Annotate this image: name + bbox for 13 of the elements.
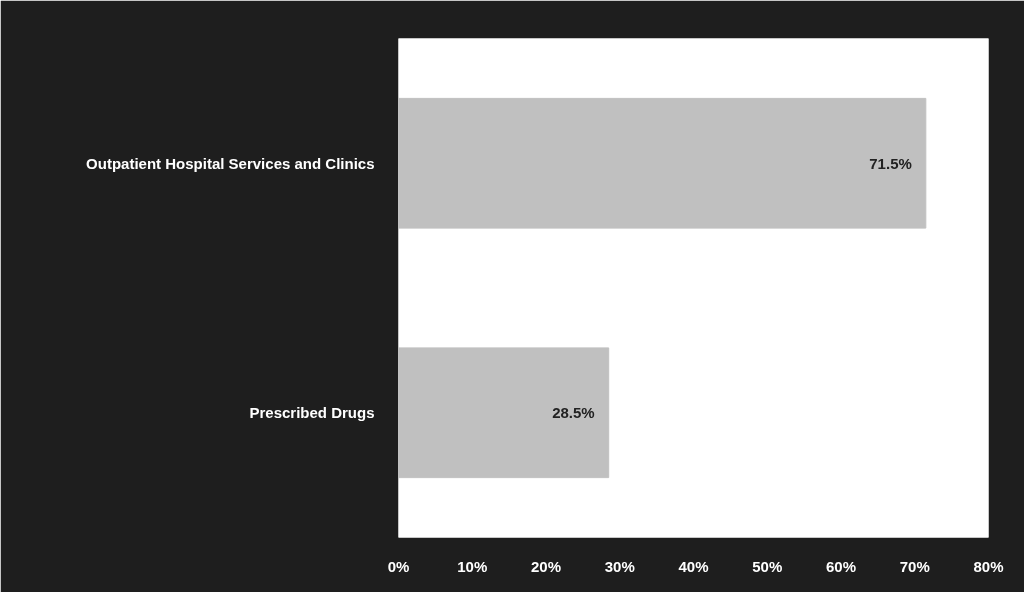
x-tick-label: 0% [387,557,410,575]
x-tick-label: 80% [973,557,1004,575]
x-tick-label: 30% [604,557,635,575]
x-tick-label: 20% [530,557,562,575]
x-tick-label: 70% [899,557,930,575]
y-tick-label: Prescribed Drugs [249,404,375,422]
x-tick-label: 60% [825,557,857,575]
x-tick-label: 50% [752,557,783,575]
x-tick-label: 40% [678,557,709,575]
x-tick-label: 10% [457,557,488,575]
y-tick-label: Outpatient Hospital Services and Clinics [86,154,375,172]
data-label: 28.5% [552,404,595,422]
data-label: 71.5% [869,154,912,172]
